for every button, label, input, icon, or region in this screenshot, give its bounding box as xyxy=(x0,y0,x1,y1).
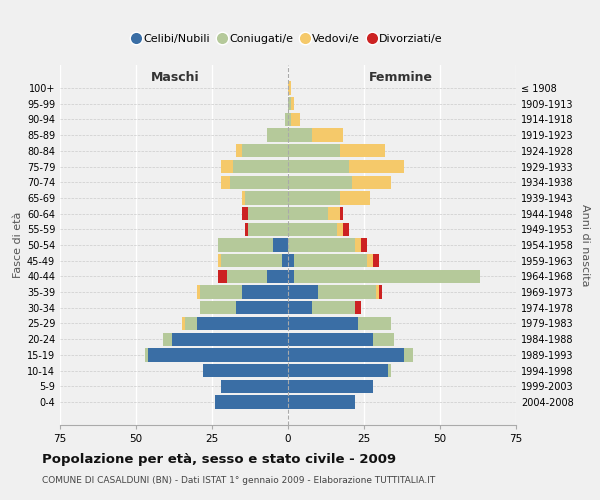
Bar xyxy=(291,97,294,110)
Bar xyxy=(288,113,291,126)
Bar xyxy=(373,332,394,346)
Bar xyxy=(328,207,340,220)
Bar xyxy=(340,191,370,204)
Bar xyxy=(288,301,313,314)
Bar xyxy=(288,191,340,204)
Bar xyxy=(163,332,172,346)
Bar xyxy=(197,286,200,299)
Bar xyxy=(203,364,288,377)
Bar xyxy=(404,348,413,362)
Bar xyxy=(288,254,294,268)
Bar xyxy=(294,270,479,283)
Text: Popolazione per età, sesso e stato civile - 2009: Popolazione per età, sesso e stato civil… xyxy=(42,452,396,466)
Bar xyxy=(233,160,288,173)
Bar xyxy=(197,317,288,330)
Bar xyxy=(236,144,242,158)
Bar xyxy=(227,270,267,283)
Bar xyxy=(288,396,355,408)
Bar xyxy=(242,207,248,220)
Legend: Celibi/Nubili, Coniugati/e, Vedovi/e, Divorziati/e: Celibi/Nubili, Coniugati/e, Vedovi/e, Di… xyxy=(129,29,447,48)
Bar xyxy=(200,301,236,314)
Bar xyxy=(288,364,388,377)
Bar xyxy=(288,207,328,220)
Bar xyxy=(242,191,245,204)
Bar xyxy=(218,254,221,268)
Bar xyxy=(355,301,361,314)
Bar xyxy=(388,364,391,377)
Bar xyxy=(221,380,288,393)
Bar xyxy=(373,254,379,268)
Bar xyxy=(294,254,367,268)
Bar xyxy=(145,348,148,362)
Bar xyxy=(221,160,233,173)
Bar xyxy=(349,160,404,173)
Bar xyxy=(288,128,313,142)
Bar xyxy=(376,286,379,299)
Bar xyxy=(288,82,291,94)
Bar xyxy=(288,317,358,330)
Text: COMUNE DI CASALDUNI (BN) - Dati ISTAT 1° gennaio 2009 - Elaborazione TUTTITALIA.: COMUNE DI CASALDUNI (BN) - Dati ISTAT 1°… xyxy=(42,476,435,485)
Bar xyxy=(267,270,288,283)
Bar xyxy=(288,286,319,299)
Text: Femmine: Femmine xyxy=(368,70,433,84)
Bar xyxy=(337,222,343,236)
Bar xyxy=(355,238,361,252)
Bar xyxy=(288,160,349,173)
Bar xyxy=(340,207,343,220)
Bar xyxy=(313,128,343,142)
Bar xyxy=(245,191,288,204)
Bar xyxy=(218,238,273,252)
Bar xyxy=(288,238,355,252)
Bar xyxy=(200,286,242,299)
Bar xyxy=(221,176,230,189)
Bar xyxy=(148,348,288,362)
Bar xyxy=(273,238,288,252)
Bar xyxy=(313,301,355,314)
Bar xyxy=(221,254,282,268)
Bar xyxy=(288,270,294,283)
Bar xyxy=(288,97,291,110)
Y-axis label: Fasce di età: Fasce di età xyxy=(13,212,23,278)
Bar xyxy=(245,222,248,236)
Bar xyxy=(343,222,349,236)
Bar xyxy=(242,286,288,299)
Bar xyxy=(267,128,288,142)
Bar xyxy=(215,396,288,408)
Bar xyxy=(340,144,385,158)
Bar xyxy=(285,113,288,126)
Text: Maschi: Maschi xyxy=(151,70,200,84)
Bar xyxy=(182,317,185,330)
Bar xyxy=(367,254,373,268)
Bar xyxy=(288,222,337,236)
Bar xyxy=(379,286,382,299)
Bar xyxy=(288,380,373,393)
Bar xyxy=(185,317,197,330)
Bar xyxy=(288,348,404,362)
Bar xyxy=(248,207,288,220)
Bar xyxy=(319,286,376,299)
Bar xyxy=(282,254,288,268)
Bar xyxy=(172,332,288,346)
Bar xyxy=(230,176,288,189)
Bar xyxy=(288,176,352,189)
Bar xyxy=(218,270,227,283)
Bar xyxy=(288,332,373,346)
Bar xyxy=(361,238,367,252)
Bar xyxy=(236,301,288,314)
Bar xyxy=(291,113,300,126)
Y-axis label: Anni di nascita: Anni di nascita xyxy=(580,204,590,286)
Bar xyxy=(248,222,288,236)
Bar xyxy=(242,144,288,158)
Bar xyxy=(358,317,391,330)
Bar xyxy=(288,144,340,158)
Bar xyxy=(352,176,391,189)
